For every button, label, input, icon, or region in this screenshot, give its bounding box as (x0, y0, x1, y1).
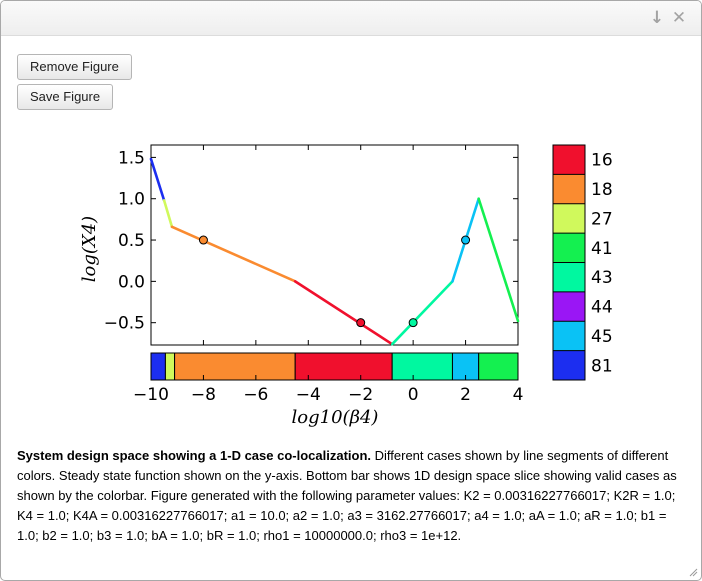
legend-label-43: 43 (591, 268, 613, 288)
bar-cell-18 (174, 352, 296, 381)
legend-swatch-81 (553, 350, 585, 380)
legend-swatch-27 (553, 203, 585, 234)
x-tick-label: 0 (408, 385, 419, 405)
figure-caption: System design space showing a 1-D case c… (17, 446, 689, 546)
case-line-18 (170, 225, 297, 283)
case-marker-18 (198, 235, 208, 245)
legend-swatch-45 (553, 321, 585, 351)
legend-swatch-18 (553, 174, 585, 204)
case-markers (198, 235, 471, 328)
remove-figure-button[interactable]: Remove Figure (17, 54, 132, 80)
legend-label-41: 41 (591, 239, 613, 259)
bar-cell-16 (294, 352, 393, 381)
case-line-41 (477, 197, 520, 323)
legend-label-81: 81 (591, 356, 613, 376)
close-icon[interactable]: ✕ (671, 8, 687, 28)
bar-frame (150, 352, 519, 381)
bar-cell-43 (391, 352, 453, 381)
case-line-27 (162, 199, 174, 229)
legend-label-16: 16 (591, 151, 613, 171)
y-tick-label: 1.5 (118, 148, 145, 168)
y-axis-label: log(X4) (79, 216, 100, 282)
x-tick-label: −8 (191, 385, 216, 405)
dialog-titlebar: ↓ ✕ (1, 1, 701, 36)
arrow-down-icon[interactable]: ↓ (649, 8, 665, 28)
caption-title: System design space showing a 1-D case c… (17, 448, 372, 463)
case-marker-45 (461, 235, 471, 245)
legend-swatch-43 (553, 262, 585, 292)
y-tick-label: −0.5 (104, 314, 145, 334)
design-space-bar: −10 −8 −6 −4 −2 0 2 4 (133, 352, 524, 405)
x-axis-label: log10(β4) (292, 407, 379, 428)
x-tick-label: 4 (513, 385, 524, 405)
design-space-figure: −0.5 0.0 0.5 1.0 1.5 −10 −8 −6 −4 −2 0 2 4 16 18 27 41… (79, 144, 613, 428)
case-line-43 (390, 280, 454, 346)
legend-swatch-16 (553, 145, 585, 175)
legend-frame (552, 144, 586, 381)
case-line-16 (293, 280, 394, 346)
save-figure-button[interactable]: Save Figure (17, 84, 114, 110)
case-marker-16 (356, 318, 366, 328)
x-tick-label: 2 (460, 385, 471, 405)
bar-cell-41 (478, 352, 519, 381)
colorbar-legend: 16 18 27 41 43 44 45 81 (552, 144, 613, 381)
y-tick-label: 0.0 (118, 272, 145, 292)
x-tick-label: −10 (133, 385, 169, 405)
case-marker-43 (408, 318, 418, 328)
legend-label-44: 44 (591, 298, 613, 318)
bar-cell-27 (164, 352, 176, 381)
legend-swatch-41 (553, 233, 585, 263)
y-tick-label: 0.5 (118, 231, 145, 251)
y-tick-label: 1.0 (118, 190, 145, 210)
x-tick-label: −6 (243, 385, 268, 405)
axes: −0.5 0.0 0.5 1.0 1.5 (104, 145, 519, 345)
legend-label-27: 27 (591, 209, 613, 229)
legend-swatch-44 (553, 291, 585, 322)
legend-label-45: 45 (591, 327, 613, 347)
bar-cell-81 (150, 352, 166, 381)
case-line-81 (149, 157, 166, 202)
legend-label-18: 18 (591, 180, 613, 200)
resize-grip-icon[interactable] (688, 567, 698, 577)
x-tick-label: −2 (348, 385, 373, 405)
caption-body: Different cases shown by line segments o… (17, 448, 677, 543)
x-tick-label: −4 (296, 385, 321, 405)
